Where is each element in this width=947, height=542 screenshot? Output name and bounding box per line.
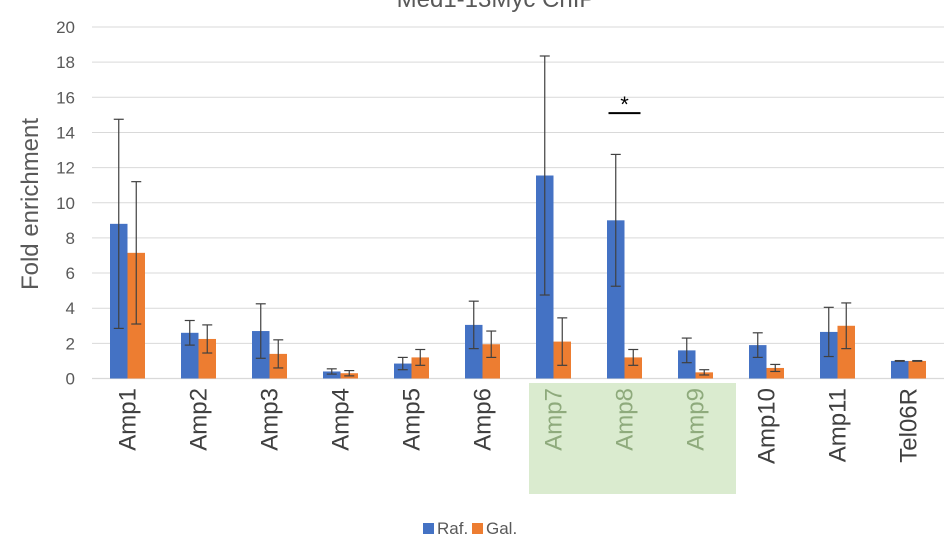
x-tick-label: Amp5 bbox=[399, 388, 426, 451]
bar bbox=[607, 220, 625, 379]
x-tick-label: Amp3 bbox=[257, 388, 284, 451]
y-axis-ticks: 0 2 4 6 8 10 12 14 16 18 20 bbox=[56, 18, 75, 389]
legend-swatch bbox=[423, 523, 434, 534]
bar bbox=[394, 363, 412, 379]
bar bbox=[624, 357, 642, 379]
x-tick-label: Amp6 bbox=[470, 388, 497, 451]
y-tick-label: 0 bbox=[66, 370, 75, 389]
y-tick-label: 12 bbox=[56, 159, 75, 178]
x-tick-label: Tel06R bbox=[896, 388, 923, 463]
y-tick-label: 14 bbox=[56, 123, 75, 142]
bar bbox=[181, 332, 199, 379]
bar bbox=[837, 325, 855, 379]
legend: Raf. Gal. bbox=[423, 519, 517, 538]
y-tick-label: 20 bbox=[56, 18, 75, 37]
x-tick-label: Amp2 bbox=[186, 388, 213, 451]
bar bbox=[908, 360, 926, 379]
bar bbox=[749, 345, 767, 379]
y-axis-title: Fold enrichment bbox=[17, 118, 44, 290]
y-tick-label: 16 bbox=[56, 88, 75, 107]
bars bbox=[110, 175, 926, 379]
bar bbox=[411, 357, 429, 379]
x-tick-label: Amp11 bbox=[825, 388, 852, 462]
significance-star: * bbox=[620, 92, 629, 117]
bar bbox=[678, 350, 696, 379]
legend-label: Gal. bbox=[486, 519, 517, 538]
bar bbox=[891, 360, 909, 379]
bar bbox=[766, 367, 784, 379]
gridlines bbox=[92, 26, 944, 380]
y-tick-label: 2 bbox=[66, 334, 75, 353]
y-tick-label: 18 bbox=[56, 53, 75, 72]
x-tick-label: Amp7 bbox=[541, 388, 568, 451]
y-tick-label: 6 bbox=[66, 264, 75, 283]
x-tick-label: Amp8 bbox=[612, 388, 639, 451]
x-tick-label: Amp1 bbox=[115, 388, 142, 451]
y-tick-label: 8 bbox=[66, 229, 75, 248]
bar bbox=[198, 338, 216, 379]
legend-label: Raf. bbox=[437, 519, 468, 538]
x-tick-label: Amp4 bbox=[328, 388, 355, 451]
highlight-box bbox=[529, 383, 736, 494]
legend-swatch bbox=[472, 523, 483, 534]
y-tick-label: 4 bbox=[66, 299, 75, 318]
x-tick-label: Amp9 bbox=[683, 388, 710, 451]
annotations: * bbox=[608, 92, 641, 117]
chart-title: Med1-13Myc ChIP bbox=[397, 0, 596, 13]
x-axis-labels: Amp1 Amp2 Amp3 Amp4 Amp5 Amp6 Amp7 Amp8 Amp9 Amp1… bbox=[115, 388, 923, 464]
y-tick-label: 10 bbox=[56, 194, 75, 213]
bar bbox=[323, 371, 341, 379]
bar bbox=[482, 344, 500, 379]
bar bbox=[465, 324, 483, 379]
error-bars bbox=[113, 55, 923, 377]
x-tick-label: Amp10 bbox=[754, 388, 781, 464]
